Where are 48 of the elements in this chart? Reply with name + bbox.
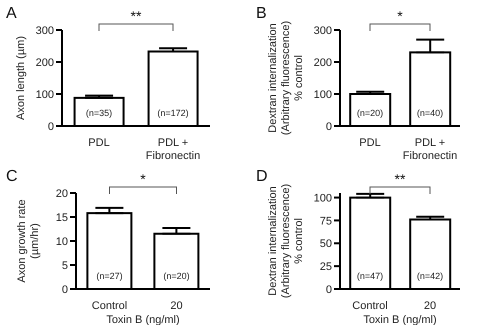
- y-tick-label: 75: [320, 214, 332, 227]
- y-tick-label: 20: [56, 187, 68, 200]
- annotation: (n=27): [96, 270, 123, 280]
- y-tick-label: 0: [62, 283, 68, 296]
- annotation: (n=20): [356, 108, 384, 118]
- y-tick-label: 100: [314, 192, 332, 204]
- y-tick-label: 100: [314, 88, 332, 101]
- y-tick-label: 300: [36, 24, 54, 37]
- chart-title: A: [6, 5, 17, 22]
- text: **: [394, 170, 406, 186]
- y-axis-title: Dextran internalization (Arbitrary fluorescence) % control: [267, 183, 305, 298]
- y-tick-label: 300: [314, 24, 332, 37]
- x-tick-label: Control: [352, 300, 388, 312]
- y-tick-label: 100: [36, 88, 54, 101]
- chart-title: D: [256, 168, 268, 184]
- y-tick-label: 25: [320, 260, 332, 273]
- annotation: (n=47): [356, 270, 384, 280]
- annotation: (n=20): [163, 270, 190, 280]
- x-tick-label: PDL: [88, 137, 110, 149]
- y-tick-label: 50: [320, 238, 332, 250]
- x-tick-label: 20: [424, 300, 436, 312]
- y-tick-label: 200: [314, 56, 332, 69]
- y-axis-title: Axon length (µm): [15, 36, 27, 120]
- text: **: [130, 8, 142, 24]
- y-tick-label: 0: [326, 283, 332, 296]
- y-tick-label: 0: [48, 120, 54, 133]
- text: *: [397, 8, 404, 24]
- y-axis-title: Dextran internalization (Arbitrary fluorescence) % control: [267, 20, 305, 136]
- y-axis-title: Axon growth rate (µm/hr): [16, 198, 41, 282]
- y-tick-label: 10: [56, 235, 68, 248]
- x-tick-label: 20: [170, 300, 183, 312]
- chart-title: B: [256, 5, 267, 22]
- x-axis-title: Toxin B (ng/ml): [363, 314, 437, 325]
- x-axis-title: Toxin B (ng/ml): [106, 314, 180, 325]
- y-tick-label: 200: [36, 56, 54, 69]
- x-tick-label: Control: [92, 300, 128, 312]
- annotation: (n=40): [416, 108, 444, 118]
- y-tick-label: 0: [326, 120, 332, 133]
- y-tick-label: 5: [62, 259, 68, 272]
- annotation: (n=35): [86, 108, 112, 118]
- x-tick-label: PDL + Fibronectin: [146, 137, 200, 162]
- annotation: (n=42): [416, 270, 444, 280]
- x-tick-label: PDL + Fibronectin: [402, 137, 458, 162]
- y-tick-label: 15: [56, 211, 68, 224]
- chart-title: C: [6, 168, 18, 184]
- x-tick-label: PDL: [359, 137, 381, 149]
- text: *: [140, 170, 146, 186]
- annotation: (n=172): [157, 108, 189, 118]
